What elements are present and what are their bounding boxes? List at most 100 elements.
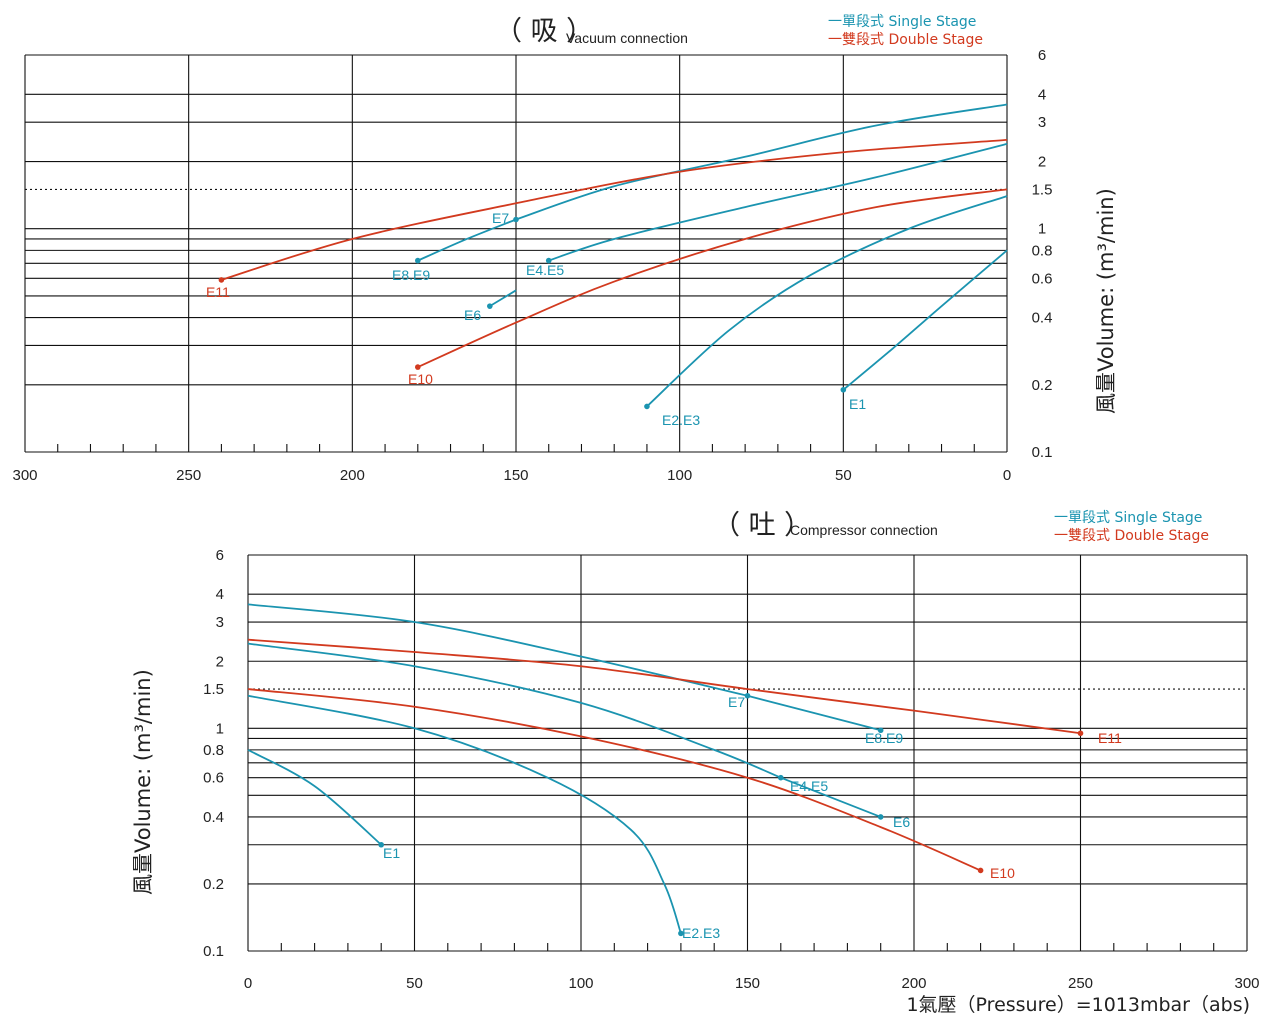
legend-double-stage: 一雙段式 Double Stage bbox=[828, 32, 983, 48]
y-tick-label: 3 bbox=[1038, 114, 1046, 131]
y-tick-label: 4 bbox=[1038, 86, 1046, 103]
y-tick-label: 4 bbox=[216, 586, 224, 603]
x-tick-label: 0 bbox=[244, 975, 252, 992]
x-tick-label: 50 bbox=[835, 467, 852, 484]
vacuum-legend: 一單段式 Single Stage 一雙段式 Double Stage bbox=[828, 14, 983, 48]
x-tick-label: 100 bbox=[667, 467, 692, 484]
curve-end-point bbox=[545, 257, 552, 264]
compressor-curve-e1 bbox=[247, 749, 382, 846]
x-tick-label: 150 bbox=[735, 975, 760, 992]
x-tick-label: 200 bbox=[340, 467, 365, 484]
curve-label: E11 bbox=[206, 284, 230, 300]
y-tick-label: 0.4 bbox=[203, 809, 224, 826]
vacuum-y-axis-label: 風量Volume: (m³/min) bbox=[1094, 188, 1118, 414]
y-tick-label: 0.6 bbox=[1032, 270, 1053, 287]
curve-end-point bbox=[678, 930, 684, 937]
curve-end-point bbox=[415, 257, 421, 264]
curve-label: E2.E3 bbox=[662, 412, 700, 428]
curve-end-point bbox=[977, 867, 984, 874]
compressor-legend: 一單段式 Single Stage 一雙段式 Double Stage bbox=[1054, 510, 1209, 544]
curve-label: E8.E9 bbox=[392, 267, 430, 283]
y-tick-label: 0.4 bbox=[1032, 310, 1053, 327]
curve-end-point bbox=[415, 364, 421, 370]
vacuum-curve-e6 bbox=[489, 289, 517, 307]
curve-label: E6 bbox=[464, 307, 481, 323]
compressor-curve-e11 bbox=[247, 638, 1081, 735]
y-tick-label: 0.8 bbox=[203, 742, 224, 759]
vacuum-title-sub: Vacuum connection bbox=[566, 30, 688, 46]
curve-label: E10 bbox=[990, 865, 1015, 881]
pressure-footnote: 1氣壓（Pressure）=1013mbar（abs) bbox=[906, 994, 1250, 1016]
x-tick-label: 250 bbox=[1068, 975, 1093, 992]
vacuum-curve-e11 bbox=[221, 138, 1008, 281]
vacuum-curve-e2-e3 bbox=[646, 195, 1008, 408]
curve-end-point bbox=[487, 303, 493, 309]
compressor-grid bbox=[247, 554, 1248, 952]
compressor-curve-e6 bbox=[780, 776, 882, 818]
compressor-curve-e2-e3 bbox=[247, 694, 682, 934]
x-tick-label: 250 bbox=[176, 467, 201, 484]
vacuum-grid bbox=[24, 54, 1008, 453]
y-tick-label: 2 bbox=[1038, 154, 1046, 171]
curve-label: E10 bbox=[408, 371, 433, 387]
x-tick-label: 0 bbox=[1003, 467, 1011, 484]
curve-label: E8.E9 bbox=[865, 730, 903, 746]
y-tick-label: 1.5 bbox=[203, 681, 224, 698]
y-tick-label: 1 bbox=[1038, 221, 1046, 238]
curve-end-point bbox=[1077, 730, 1084, 737]
compressor-axis-ticks: 0 50 100 150 200 250 300 6 4 3 2 1.5 1 0.8 0.6 0.4 0.2 0.… bbox=[203, 547, 1259, 992]
vacuum-curves: E1 E2.E3 E4.E5 E6 E7 E8.E9 E10 E11 bbox=[206, 103, 1008, 428]
compressor-title-main: （ 吐 ） bbox=[713, 510, 811, 541]
curve-label: E6 bbox=[893, 814, 910, 830]
compressor-curves: E1 E2.E3 E4.E5 E6 E7 E8.E9 E10 E11 bbox=[247, 603, 1122, 941]
y-tick-label: 6 bbox=[1038, 47, 1046, 64]
y-tick-label: 3 bbox=[216, 614, 224, 631]
legend-double-stage: 一雙段式 Double Stage bbox=[1054, 528, 1209, 544]
y-tick-label: 6 bbox=[216, 547, 224, 564]
curve-label: E4.E5 bbox=[526, 262, 564, 278]
vacuum-chart: （ 吸 ） Vacuum connection 一單段式 Single Stag… bbox=[12, 14, 1118, 484]
curve-label: E11 bbox=[1098, 730, 1122, 746]
x-tick-label: 50 bbox=[406, 975, 423, 992]
vacuum-curve-e4-e5 bbox=[548, 142, 1008, 262]
compressor-curve-e8-e9 bbox=[747, 694, 881, 732]
vacuum-curve-e7 bbox=[515, 103, 1008, 221]
compressor-curve-e10 bbox=[247, 688, 981, 872]
x-tick-label: 200 bbox=[901, 975, 926, 992]
vacuum-curve-e10 bbox=[417, 188, 1008, 368]
y-tick-label: 0.1 bbox=[203, 943, 224, 960]
legend-single-stage: 一單段式 Single Stage bbox=[828, 14, 976, 30]
x-tick-label: 150 bbox=[503, 467, 528, 484]
y-tick-label: 0.1 bbox=[1032, 444, 1053, 461]
curve-end-point bbox=[644, 403, 650, 410]
vacuum-curve-e1 bbox=[842, 249, 1008, 391]
legend-single-stage: 一單段式 Single Stage bbox=[1054, 510, 1202, 526]
curve-label: E4.E5 bbox=[790, 778, 828, 794]
y-tick-label: 0.2 bbox=[1032, 377, 1053, 394]
curve-label: E1 bbox=[383, 845, 400, 861]
curve-label: E7 bbox=[492, 210, 509, 226]
y-tick-label: 0.2 bbox=[203, 876, 224, 893]
y-tick-label: 0.6 bbox=[203, 770, 224, 787]
compressor-curve-e4-e5 bbox=[247, 642, 782, 779]
y-tick-label: 1 bbox=[216, 720, 224, 737]
y-tick-label: 1.5 bbox=[1032, 181, 1053, 198]
curve-end-point bbox=[378, 841, 385, 848]
curve-end-point bbox=[218, 277, 225, 283]
compressor-title-sub: Compressor connection bbox=[790, 522, 938, 538]
x-tick-label: 100 bbox=[568, 975, 593, 992]
compressor-chart: （ 吐 ） Compressor connection 一單段式 Single … bbox=[131, 510, 1260, 992]
curve-end-point bbox=[877, 727, 884, 734]
x-tick-label: 300 bbox=[1234, 975, 1259, 992]
vacuum-curve-e8-e9 bbox=[417, 218, 517, 262]
curve-label: E7 bbox=[728, 694, 745, 710]
vacuum-title-main: （ 吸 ） bbox=[495, 16, 593, 47]
curve-label: E1 bbox=[849, 396, 866, 412]
y-tick-label: 0.8 bbox=[1032, 242, 1053, 259]
compressor-y-axis-label: 風量Volume: (m³/min) bbox=[131, 669, 155, 895]
curve-label: E2.E3 bbox=[682, 925, 720, 941]
x-tick-label: 300 bbox=[12, 467, 37, 484]
vacuum-axis-ticks: 300 250 200 150 100 50 0 6 4 3 2 1.5 1 0.8 0.6 0.4 0.2 0.… bbox=[12, 47, 1052, 484]
curve-end-point bbox=[877, 814, 884, 820]
